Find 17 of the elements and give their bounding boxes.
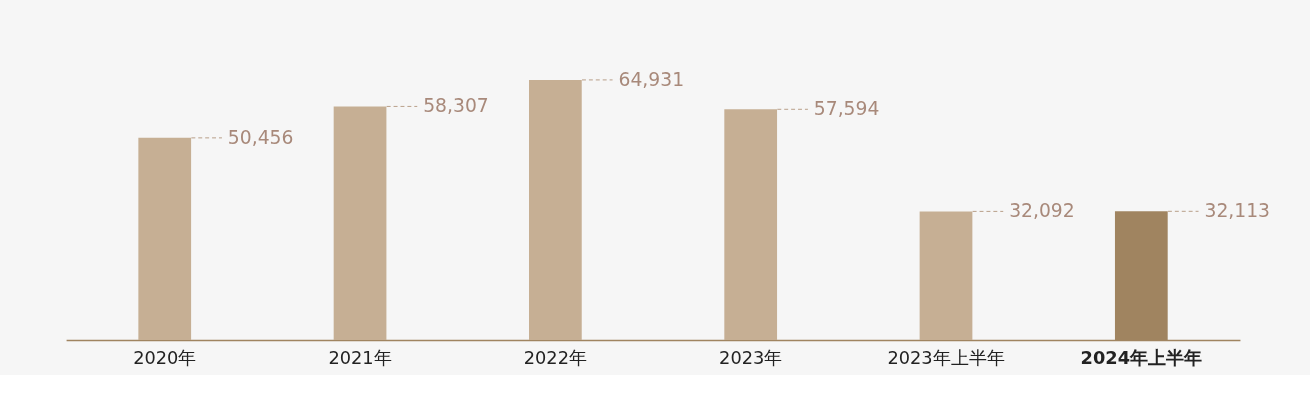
data-label: 32,092 (1009, 200, 1075, 222)
data-label: 58,307 (423, 95, 489, 117)
x-tick-label: 2020年 (133, 348, 197, 369)
bar (724, 109, 778, 340)
x-tick-label: 2021年 (328, 348, 392, 369)
bar (919, 211, 973, 340)
data-label: 32,113 (1204, 200, 1271, 222)
bar (333, 106, 387, 340)
x-tick-label: 2022年 (523, 348, 587, 369)
data-label: 57,594 (813, 98, 880, 120)
data-label: 50,456 (227, 126, 294, 148)
bar (138, 137, 192, 340)
x-tick-label: 2023年上半年 (887, 348, 1005, 369)
x-tick-label: 2023年 (719, 348, 783, 369)
x-tick-label: 2024年上半年 (1080, 348, 1203, 369)
bar (529, 79, 582, 340)
data-label: 64,931 (618, 68, 685, 90)
